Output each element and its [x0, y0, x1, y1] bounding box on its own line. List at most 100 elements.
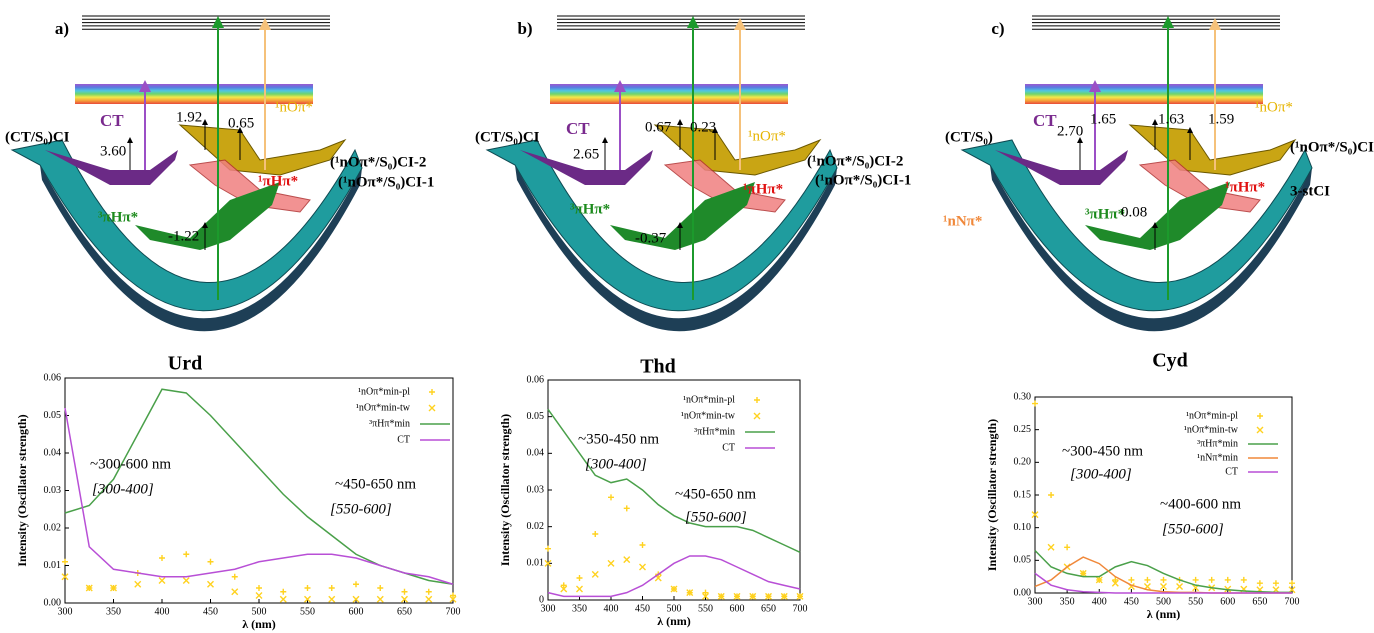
- data-point: [1095, 576, 1103, 584]
- data-point: [607, 559, 615, 567]
- data-point: [623, 556, 631, 564]
- x-tick-label: 400: [604, 603, 619, 614]
- y-tick-label: 0.05: [44, 410, 62, 421]
- y-tick-label: 0: [539, 594, 544, 605]
- x-tick-label: 500: [667, 603, 682, 614]
- x-axis-label: λ (nm): [1147, 607, 1181, 621]
- state-label: (¹nOπ*/S₀)CI: [1290, 139, 1374, 155]
- legend-marker: [753, 412, 761, 420]
- data-point: [183, 551, 190, 558]
- surface-npi: [178, 124, 347, 176]
- surface-pipi-singlet: [663, 159, 786, 213]
- molecule-name: Urd: [168, 353, 202, 375]
- data-point: [1192, 576, 1199, 583]
- spectrum-line: [64, 407, 454, 585]
- state-label: CT: [100, 111, 124, 130]
- spectrum-line: [1034, 550, 1292, 594]
- state-label: 3.60: [100, 143, 126, 159]
- light-spectrum: [1025, 84, 1263, 104]
- legend-marker: [1256, 426, 1264, 434]
- y-tick-label: 0.04: [44, 447, 62, 458]
- x-tick-label: 700: [446, 606, 461, 617]
- data-point: [279, 595, 287, 603]
- x-tick-label: 550: [1188, 596, 1203, 607]
- data-point: [231, 573, 238, 580]
- data-point: [749, 592, 757, 600]
- y-tick-label: 0.06: [527, 374, 545, 385]
- legend-marker: [754, 397, 760, 403]
- state-label: (¹nOπ*/S₀)CI-2: [330, 154, 426, 170]
- range-annotation: [300-400]: [585, 456, 647, 472]
- x-axis-label: λ (nm): [242, 617, 276, 631]
- spectrum-line: [1034, 572, 1292, 594]
- legend-label: CT: [722, 442, 735, 453]
- data-point: [1128, 576, 1135, 583]
- data-point: [134, 580, 142, 588]
- y-tick-label: 0.03: [44, 485, 62, 496]
- data-point: [639, 563, 646, 571]
- plot-frame: [547, 379, 801, 601]
- range-annotation: [550-600]: [1162, 521, 1224, 537]
- y-tick-label: 0.02: [44, 522, 62, 533]
- pes-surface: [10, 139, 363, 312]
- range-annotation: ~300-600 nm: [90, 456, 171, 472]
- light-spectrum: [550, 84, 788, 104]
- data-point: [560, 585, 568, 593]
- data-point: [560, 582, 567, 589]
- data-point: [639, 542, 646, 548]
- data-point: [255, 592, 263, 599]
- data-point: [765, 592, 772, 600]
- state-label: 1.65: [1090, 111, 1116, 127]
- data-point: [1111, 579, 1119, 587]
- surface-pipi-triplet: [1085, 182, 1230, 250]
- legend-marker: [429, 389, 435, 395]
- data-point: [425, 595, 433, 603]
- y-tick-label: 0.20: [1014, 457, 1032, 468]
- x-tick-label: 500: [252, 606, 267, 617]
- range-annotation: [300-400]: [92, 481, 154, 497]
- data-point: [1112, 576, 1119, 583]
- y-tick-label: 0.05: [527, 411, 545, 422]
- pes-surface: [485, 139, 838, 312]
- data-point: [182, 577, 190, 584]
- state-label: 2.70: [1057, 123, 1083, 139]
- data-point: [85, 584, 93, 592]
- surface-pipi-singlet: [188, 159, 311, 213]
- data-point: [401, 588, 408, 595]
- legend-marker: [1257, 413, 1263, 419]
- y-tick-label: 0.04: [527, 448, 545, 459]
- legend-label: ¹nOπ*min-pl: [358, 386, 410, 397]
- x-tick-label: 700: [793, 603, 808, 614]
- legend-label: ¹nOπ*min-pl: [683, 394, 735, 405]
- state-label: ¹πHπ*: [1225, 179, 1265, 195]
- legend-label: ³πHπ*min: [1197, 438, 1238, 449]
- data-point: [1064, 544, 1071, 551]
- data-point: [256, 585, 262, 591]
- data-point: [1289, 580, 1295, 587]
- data-point: [1079, 569, 1087, 577]
- x-tick-label: 450: [1124, 596, 1139, 607]
- y-tick-label: 0.06: [44, 372, 62, 383]
- surface-pipi-singlet: [1138, 159, 1261, 213]
- y-tick-label: 0.10: [1014, 522, 1032, 533]
- spectrum-line: [547, 555, 801, 598]
- data-point: [425, 588, 432, 595]
- data-point: [280, 588, 287, 595]
- data-point: [717, 592, 725, 600]
- energy-diagram: [10, 15, 363, 332]
- state-label: -1.22: [168, 228, 199, 244]
- y-tick-label: 0.02: [527, 521, 545, 532]
- x-tick-label: 600: [730, 603, 745, 614]
- data-point: [159, 555, 165, 561]
- surface-ct: [45, 150, 178, 185]
- legend-label: ¹nOπ*min-tw: [356, 402, 411, 413]
- state-label: (CT/S₀)CI: [475, 129, 540, 145]
- x-tick-label: 400: [155, 606, 170, 617]
- state-label: (CT/S₀)CI: [5, 129, 70, 145]
- state-label: ¹nNπ*: [943, 213, 982, 229]
- y-tick-label: 0.01: [44, 560, 62, 571]
- x-tick-label: 500: [1156, 596, 1171, 607]
- surface-npi: [1128, 124, 1297, 176]
- surface-pipi-triplet: [610, 182, 755, 250]
